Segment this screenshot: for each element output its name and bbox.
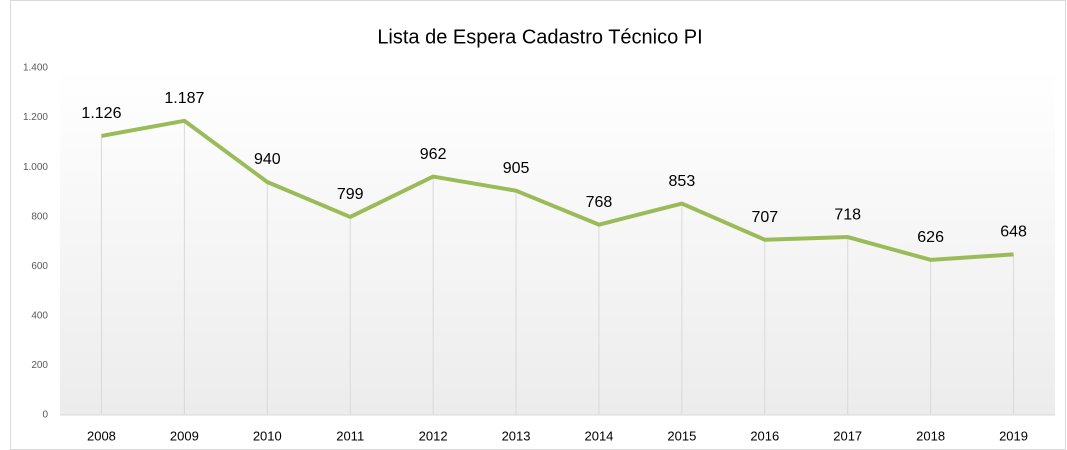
data-label: 648 bbox=[1000, 224, 1027, 241]
x-tick-label: 2011 bbox=[336, 428, 364, 443]
x-tick-label: 2009 bbox=[170, 428, 199, 443]
x-tick-label: 2015 bbox=[667, 428, 696, 443]
x-tick-label: 2008 bbox=[87, 428, 116, 443]
x-tick-label: 2010 bbox=[253, 428, 282, 443]
y-tick-label: 200 bbox=[31, 360, 48, 371]
data-label: 905 bbox=[503, 160, 530, 177]
data-label: 962 bbox=[420, 146, 447, 163]
data-line bbox=[101, 118, 1014, 262]
y-tick-label: 1.400 bbox=[23, 63, 48, 74]
data-label: 1.126 bbox=[81, 105, 121, 122]
x-tick-label: 2017 bbox=[833, 428, 862, 443]
x-tick-label: 2016 bbox=[750, 428, 779, 443]
y-tick-label: 800 bbox=[31, 211, 48, 222]
data-label: 626 bbox=[917, 229, 944, 246]
data-label: 768 bbox=[586, 194, 613, 211]
x-tick-label: 2019 bbox=[999, 428, 1028, 443]
y-tick-label: 600 bbox=[31, 261, 48, 272]
data-label: 940 bbox=[254, 151, 281, 168]
x-tick-label: 2014 bbox=[584, 428, 613, 443]
chart-title: Lista de Espera Cadastro Técnico PI bbox=[377, 26, 702, 48]
x-tick-label: 2012 bbox=[419, 428, 448, 443]
plot-area bbox=[60, 68, 1055, 415]
y-tick-label: 1.000 bbox=[23, 162, 48, 173]
y-tick-label: 0 bbox=[42, 410, 48, 421]
data-label: 1.187 bbox=[164, 90, 204, 107]
y-tick-label: 400 bbox=[31, 310, 48, 321]
data-label: 853 bbox=[669, 173, 696, 190]
x-tick-label: 2013 bbox=[502, 428, 531, 443]
x-tick-label: 2018 bbox=[916, 428, 945, 443]
data-label: 799 bbox=[337, 186, 364, 203]
data-label: 707 bbox=[751, 209, 778, 226]
data-label: 718 bbox=[834, 206, 861, 223]
y-tick-label: 1.200 bbox=[23, 112, 48, 123]
